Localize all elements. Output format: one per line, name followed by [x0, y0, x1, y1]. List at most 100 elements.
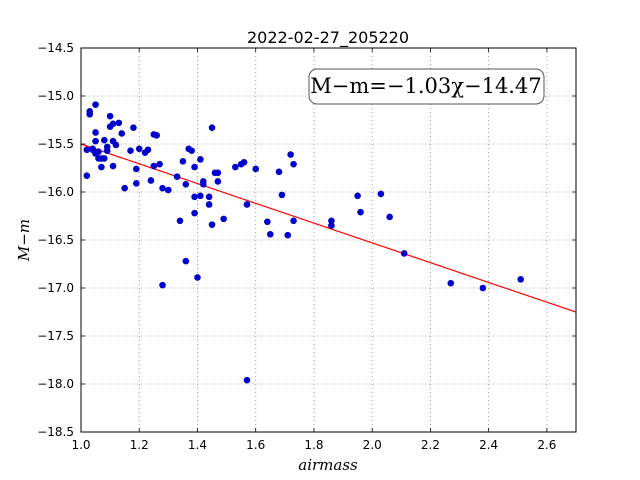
x-tick-label: 1.2: [130, 438, 149, 452]
y-tick-label: −16.5: [37, 233, 74, 247]
data-point: [197, 192, 204, 200]
data-point: [328, 217, 335, 225]
y-tick-label: −18.0: [37, 377, 74, 391]
data-point: [278, 191, 286, 199]
data-point: [182, 257, 190, 265]
tick-marks: [80, 47, 576, 433]
chart-title: 2022-02-27_205220: [247, 28, 409, 48]
data-point: [83, 146, 91, 154]
data-point: [156, 160, 163, 168]
data-point: [194, 274, 201, 281]
data-point: [83, 172, 91, 179]
data-point: [205, 201, 213, 208]
data-point: [214, 178, 222, 185]
data-point: [109, 120, 117, 128]
x-tick-label: 2.0: [363, 438, 382, 452]
data-point: [290, 160, 297, 168]
data-point: [133, 165, 140, 173]
data-point: [205, 193, 213, 201]
data-point: [130, 124, 137, 131]
data-point: [208, 124, 216, 131]
data-point: [182, 181, 190, 188]
data-point: [100, 155, 108, 162]
y-tick-label: −15.0: [37, 89, 74, 103]
data-point: [92, 129, 99, 136]
data-point: [159, 184, 166, 192]
data-point: [173, 173, 181, 180]
y-tick-label: −17.0: [37, 281, 74, 295]
data-point: [199, 181, 207, 188]
data-point: [191, 163, 198, 171]
x-tick-label: 1.4: [188, 438, 207, 452]
data-point: [290, 217, 297, 225]
x-tick-label: 1.6: [246, 438, 265, 452]
data-point: [147, 177, 155, 184]
data-points: [83, 101, 524, 384]
data-point: [179, 157, 187, 165]
data-point: [287, 151, 294, 158]
data-point: [127, 147, 134, 155]
y-tick-label: −16.0: [37, 185, 74, 199]
data-point: [144, 146, 152, 154]
data-point: [121, 184, 128, 192]
fit-equation-frame: [308, 68, 545, 105]
x-tick-labels: 1.0 1.2 1.4 1.6 1.8 2.0 2.2 2.4 2.6: [71, 438, 556, 452]
fit-equation-box: M−m=−1.03χ−14.47: [308, 68, 545, 105]
data-point: [92, 137, 99, 145]
data-point: [240, 158, 248, 166]
data-point: [109, 162, 117, 170]
data-point: [153, 132, 161, 139]
x-tick-label: 1.8: [304, 438, 323, 452]
data-point: [95, 148, 102, 155]
data-point: [214, 169, 222, 177]
data-point: [92, 101, 99, 108]
x-tick-label: 2.2: [421, 438, 440, 452]
data-point: [266, 230, 274, 238]
data-point: [243, 376, 251, 384]
data-point: [517, 276, 524, 283]
y-tick-label: −17.5: [37, 329, 74, 343]
data-point: [252, 165, 260, 173]
data-point: [400, 250, 408, 257]
data-point: [188, 147, 195, 155]
x-tick-label: 2.4: [479, 438, 498, 452]
data-point: [354, 192, 361, 200]
data-point: [165, 186, 172, 194]
data-point: [264, 218, 271, 226]
data-point: [118, 130, 126, 137]
data-point: [135, 145, 143, 153]
data-point: [208, 221, 216, 228]
y-tick-labels: −14.5 −15.0 −15.5 −16.0 −16.5 −17.0 −17.5 −18.0…: [37, 41, 74, 439]
data-point: [220, 215, 227, 223]
fit-line-group: [80, 143, 577, 313]
data-point: [447, 279, 455, 287]
data-point: [176, 217, 184, 225]
data-point: [191, 209, 198, 217]
fit-line: [80, 143, 577, 313]
data-point: [377, 190, 385, 198]
data-point: [191, 193, 198, 201]
data-point: [86, 108, 94, 115]
data-point: [357, 208, 364, 216]
x-axis-label: airmass: [298, 456, 358, 474]
data-point: [103, 147, 111, 155]
data-point: [133, 180, 140, 187]
data-point: [197, 156, 204, 163]
data-point: [232, 163, 239, 171]
fit-equation-text: M−m=−1.03χ−14.47: [310, 74, 541, 98]
data-point: [112, 141, 120, 149]
y-tick-label: −18.5: [37, 425, 74, 439]
data-point: [106, 112, 114, 120]
data-point: [479, 284, 487, 292]
data-point: [100, 136, 108, 144]
data-point: [328, 222, 335, 229]
data-point: [386, 213, 393, 221]
data-point: [115, 119, 123, 127]
data-point: [150, 162, 158, 170]
x-tick-label: 1.0: [71, 438, 90, 452]
data-point: [284, 231, 292, 239]
y-axis-label: M−m: [15, 219, 33, 262]
y-tick-label: −15.5: [37, 137, 74, 151]
data-point: [243, 201, 251, 208]
